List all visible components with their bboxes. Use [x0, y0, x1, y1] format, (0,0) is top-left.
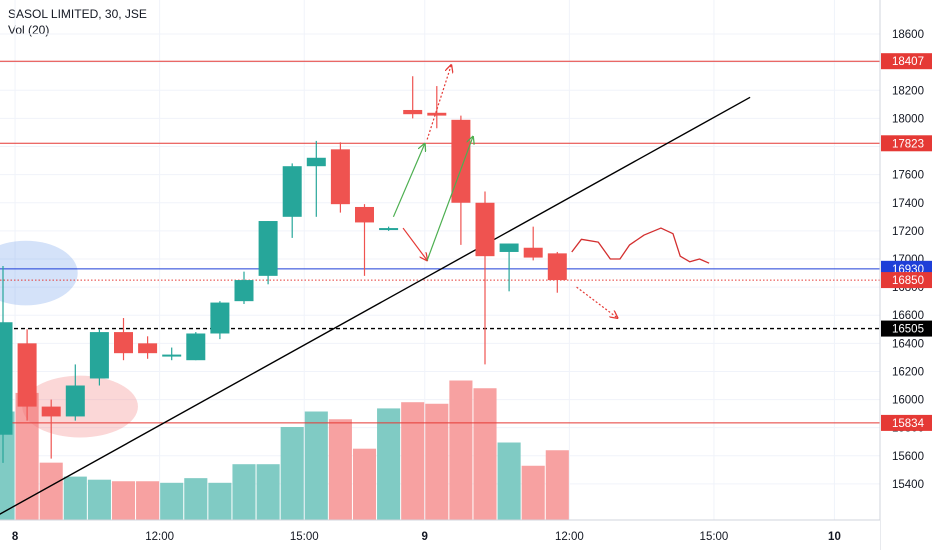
volume-bar — [39, 462, 63, 520]
level-label-bg — [881, 135, 932, 152]
forecast-path — [571, 227, 710, 264]
volume-bar — [136, 481, 160, 520]
volume-bar — [425, 403, 449, 520]
arrow — [576, 286, 618, 318]
candle-body — [282, 166, 302, 217]
candle-body — [162, 354, 182, 357]
y-tick-label: 17400 — [892, 198, 924, 210]
time-axis: 8 12:00 15:00 9 12:00 15:00 10 — [0, 519, 880, 550]
volume-bar — [63, 476, 87, 520]
level-label-bg — [881, 53, 932, 70]
candle-body — [210, 302, 230, 334]
volume-bar — [256, 464, 280, 520]
x-tick-label: 8 — [12, 531, 19, 543]
volume-bar — [160, 482, 184, 520]
highlight-ellipse — [0, 240, 78, 306]
volume-bar — [280, 427, 304, 520]
level-label-bg — [881, 272, 932, 289]
candle-body — [65, 385, 85, 417]
volume-bar — [184, 478, 208, 520]
level-label: 15834 — [892, 418, 925, 430]
candle-body — [41, 406, 61, 417]
volume-bar — [497, 442, 521, 520]
grid-lines — [0, 0, 880, 520]
level-label: 17823 — [892, 138, 924, 150]
volume-bar — [545, 450, 569, 520]
volume-bar — [449, 380, 473, 520]
volume-bar — [377, 408, 401, 520]
candle-body — [306, 157, 326, 167]
x-tick-label: 15:00 — [700, 531, 729, 543]
candle-body — [379, 228, 399, 231]
x-tick-label: 12:00 — [555, 531, 584, 543]
candle-body — [0, 322, 13, 435]
volume-bar — [15, 392, 39, 520]
trend-line — [0, 96, 751, 515]
candle-body — [499, 243, 519, 252]
y-tick-label: 16000 — [892, 395, 924, 407]
candle-body — [17, 343, 37, 407]
candle-body — [451, 119, 471, 203]
candle-body — [427, 112, 447, 116]
volume-bar — [352, 448, 377, 520]
y-tick-label: 18200 — [892, 85, 924, 97]
candle-body — [89, 332, 109, 379]
chart-title: SASOL LIMITED, 30, JSE — [8, 7, 147, 21]
volume-bar — [111, 481, 136, 520]
x-tick-label: 9 — [422, 531, 428, 543]
candle-body — [475, 202, 495, 257]
candle-body — [355, 206, 374, 223]
y-tick-label: 16200 — [892, 366, 924, 378]
volume-bar — [208, 482, 232, 520]
volume-bar — [87, 479, 111, 520]
volume-bar — [0, 411, 15, 520]
volume-bar — [521, 465, 545, 520]
volume-bar — [304, 411, 328, 520]
level-label-bg — [881, 320, 932, 337]
candle-body — [234, 280, 254, 302]
candle-body — [258, 221, 278, 276]
x-tick-label: 15:00 — [290, 531, 319, 543]
time-axis-bg — [0, 520, 880, 550]
candle-body — [523, 247, 543, 258]
level-label-bg — [881, 414, 932, 431]
volume-label: Vol (20) — [8, 23, 50, 37]
level-label: 18407 — [892, 56, 924, 68]
arrow — [426, 65, 451, 140]
candle-body — [186, 333, 206, 361]
y-tick-label: 15400 — [892, 479, 924, 491]
candle-body — [138, 343, 158, 354]
volume-bar — [328, 419, 352, 520]
level-label: 16505 — [892, 324, 924, 336]
y-tick-label: 18000 — [892, 113, 924, 125]
candle-body — [330, 149, 350, 205]
x-tick-label: 10 — [828, 531, 841, 543]
candle-body — [114, 332, 133, 354]
level-label: 16850 — [892, 275, 924, 287]
y-tick-label: 16400 — [892, 338, 924, 350]
volume-bar — [401, 402, 425, 520]
candle-body — [547, 253, 567, 281]
trend-lines — [0, 96, 751, 515]
volume-bar — [232, 464, 256, 520]
y-tick-label: 18600 — [892, 29, 924, 41]
x-tick-label: 12:00 — [145, 531, 174, 543]
arrow — [392, 144, 424, 218]
arrow — [402, 227, 427, 260]
volume-bars — [0, 380, 569, 520]
annotation-arrows — [392, 65, 710, 318]
volume-bar — [473, 388, 497, 520]
y-tick-label: 17600 — [892, 170, 924, 182]
y-tick-label: 17200 — [892, 226, 924, 238]
arrow — [426, 137, 473, 261]
y-tick-label: 16600 — [892, 310, 924, 322]
y-tick-label: 15600 — [892, 451, 924, 463]
candle-body — [403, 109, 423, 115]
